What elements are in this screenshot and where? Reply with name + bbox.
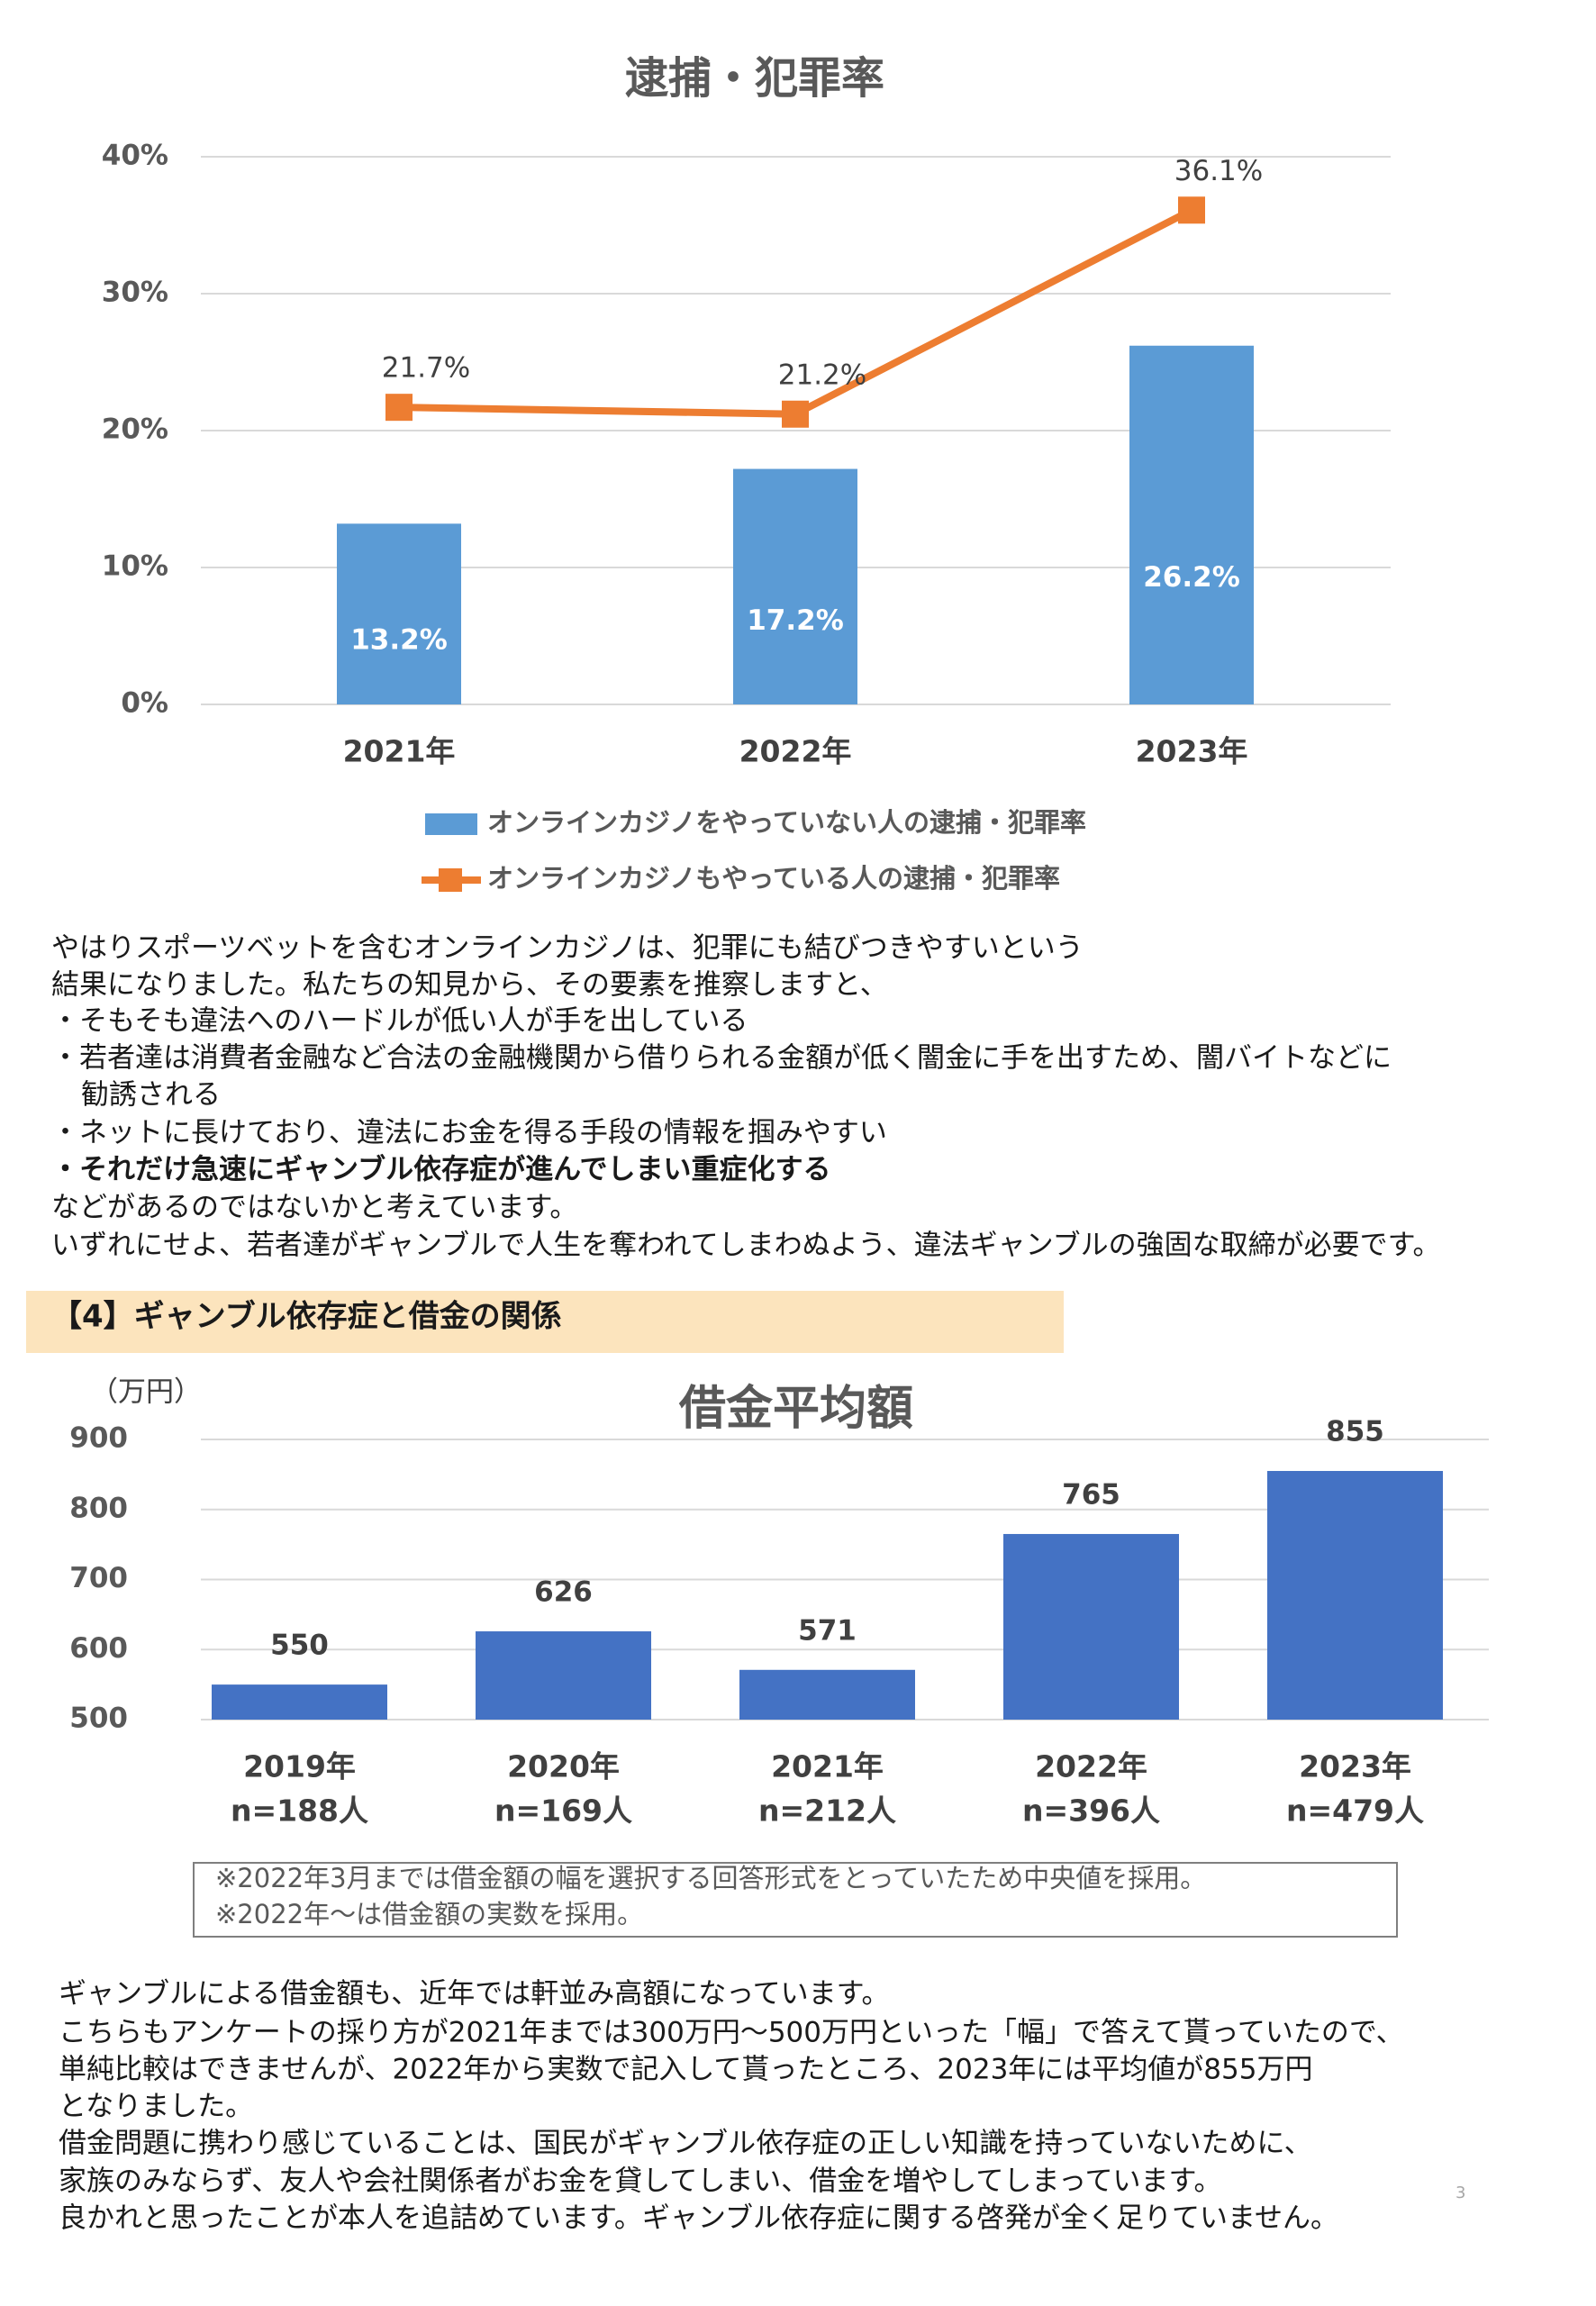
section-heading-bg bbox=[26, 1291, 1064, 1353]
x-tick-sublabel: n=169人 bbox=[494, 1793, 632, 1829]
paragraph-line: ・そもそも違法へのハードルが低い人が手を出している bbox=[51, 1005, 748, 1038]
data-label: 26.2% bbox=[1143, 561, 1240, 594]
paragraph-line: 借金問題に携わり感じていることは、国民がギャンブル依存症の正しい知識を持っていな… bbox=[59, 2128, 1312, 2160]
y-tick-label: 700 bbox=[69, 1562, 128, 1594]
data-label: 550 bbox=[270, 1630, 329, 1662]
data-label: 13.2% bbox=[350, 623, 448, 656]
bar bbox=[337, 523, 461, 704]
paragraph-line: 勧誘される bbox=[81, 1079, 221, 1112]
x-tick-sublabel: n=188人 bbox=[231, 1793, 368, 1829]
data-label: 571 bbox=[798, 1614, 857, 1647]
paragraph-line: となりました。 bbox=[59, 2091, 253, 2123]
marker bbox=[385, 394, 413, 422]
paragraph-line: ギャンブルによる借金額も、近年では軒並み高額になっています。 bbox=[59, 1978, 890, 2011]
y-tick-label: 500 bbox=[69, 1702, 128, 1735]
legend-swatch bbox=[439, 868, 462, 892]
x-tick-label: 2021年 bbox=[771, 1749, 884, 1784]
paragraph-line: ・若者達は消費者金融など合法の金融機関から借りられる金額が低く闇金に手を出すため… bbox=[51, 1042, 1392, 1075]
paragraph-line: いずれにせよ、若者達がギャンブルで人生を奪われてしまわぬよう、違法ギャンブルの強… bbox=[51, 1230, 1441, 1262]
x-tick-label: 2023年 bbox=[1136, 734, 1248, 769]
bar bbox=[476, 1631, 651, 1720]
paragraph-line: こちらもアンケートの採り方が2021年までは300万円～500万円といった「幅」… bbox=[59, 2017, 1404, 2049]
y-axis-label: （万円） bbox=[90, 1376, 202, 1409]
paragraph-line: ・ネットに長けており、違法にお金を得る手段の情報を掴みやすい bbox=[51, 1117, 887, 1149]
legend-label: オンラインカジノもやっている人の逮捕・犯罪率 bbox=[487, 863, 1060, 894]
y-tick-label: 30% bbox=[102, 277, 168, 309]
legend-label: オンラインカジノをやっていない人の逮捕・犯罪率 bbox=[487, 807, 1086, 838]
x-tick-label: 2022年 bbox=[1035, 1749, 1147, 1784]
bar bbox=[739, 1669, 915, 1720]
note-box bbox=[193, 1862, 1398, 1938]
bar bbox=[1129, 345, 1254, 704]
bar bbox=[1003, 1533, 1179, 1720]
data-label: 626 bbox=[534, 1576, 593, 1609]
paragraph-line: 結果になりました。私たちの知見から、その要素を推察しますと、 bbox=[51, 969, 888, 1002]
y-tick-label: 900 bbox=[69, 1422, 128, 1455]
y-tick-label: 0% bbox=[121, 687, 168, 720]
paragraph-line: ・それだけ急速にギャンブル依存症が進んでしまい重症化する bbox=[51, 1154, 831, 1186]
paragraph-line: やはりスポーツベットを含むオンラインカジノは、犯罪にも結びつきやすいという bbox=[51, 932, 1084, 965]
marker bbox=[782, 400, 809, 428]
bar bbox=[212, 1684, 387, 1720]
marker bbox=[1178, 196, 1205, 224]
data-label: 765 bbox=[1062, 1478, 1120, 1511]
bar bbox=[733, 468, 857, 704]
y-tick-label: 600 bbox=[69, 1632, 128, 1665]
x-tick-sublabel: n=479人 bbox=[1286, 1793, 1424, 1829]
y-tick-label: 20% bbox=[102, 413, 168, 446]
page-number: 3 bbox=[1455, 2183, 1465, 2202]
section-heading: 【4】ギャンブル依存症と借金の関係 bbox=[51, 1299, 562, 1335]
y-tick-label: 10% bbox=[102, 550, 168, 583]
data-label: 21.7% bbox=[382, 352, 470, 385]
data-label: 855 bbox=[1326, 1415, 1384, 1448]
note-line: ※2022年3月までは借金額の幅を選択する回答形式をとっていたため中央値を採用。 bbox=[215, 1863, 1206, 1893]
y-tick-label: 40% bbox=[102, 140, 168, 172]
paragraph-line: 家族のみならず、友人や会社関係者がお金を貸してしまい、借金を増やしてしまっていま… bbox=[59, 2165, 1221, 2198]
x-tick-label: 2023年 bbox=[1299, 1749, 1411, 1784]
x-tick-label: 2021年 bbox=[343, 734, 456, 769]
data-label: 17.2% bbox=[747, 604, 844, 637]
x-tick-sublabel: n=212人 bbox=[758, 1793, 896, 1829]
bar bbox=[1267, 1470, 1443, 1720]
paragraph-line: などがあるのではないかと考えています。 bbox=[51, 1192, 577, 1224]
paragraph-line: 単純比較はできませんが、2022年から実数で記入して貰ったところ、2023年には… bbox=[59, 2054, 1312, 2086]
y-tick-label: 800 bbox=[69, 1492, 128, 1524]
x-tick-label: 2022年 bbox=[739, 734, 852, 769]
x-tick-label: 2020年 bbox=[507, 1749, 620, 1784]
legend-swatch bbox=[425, 813, 477, 835]
data-label: 36.1% bbox=[1174, 155, 1263, 187]
chart-title: 借金平均額 bbox=[678, 1382, 913, 1436]
x-tick-label: 2019年 bbox=[243, 1749, 356, 1784]
paragraph-line: 良かれと思ったことが本人を追詰めています。ギャンブル依存症に関する啓発が全く足り… bbox=[59, 2202, 1338, 2235]
note-line: ※2022年～は借金額の実数を採用。 bbox=[215, 1899, 643, 1929]
data-label: 21.2% bbox=[778, 359, 866, 391]
chart-title: 逮捕・犯罪率 bbox=[625, 53, 884, 104]
x-tick-sublabel: n=396人 bbox=[1022, 1793, 1160, 1829]
